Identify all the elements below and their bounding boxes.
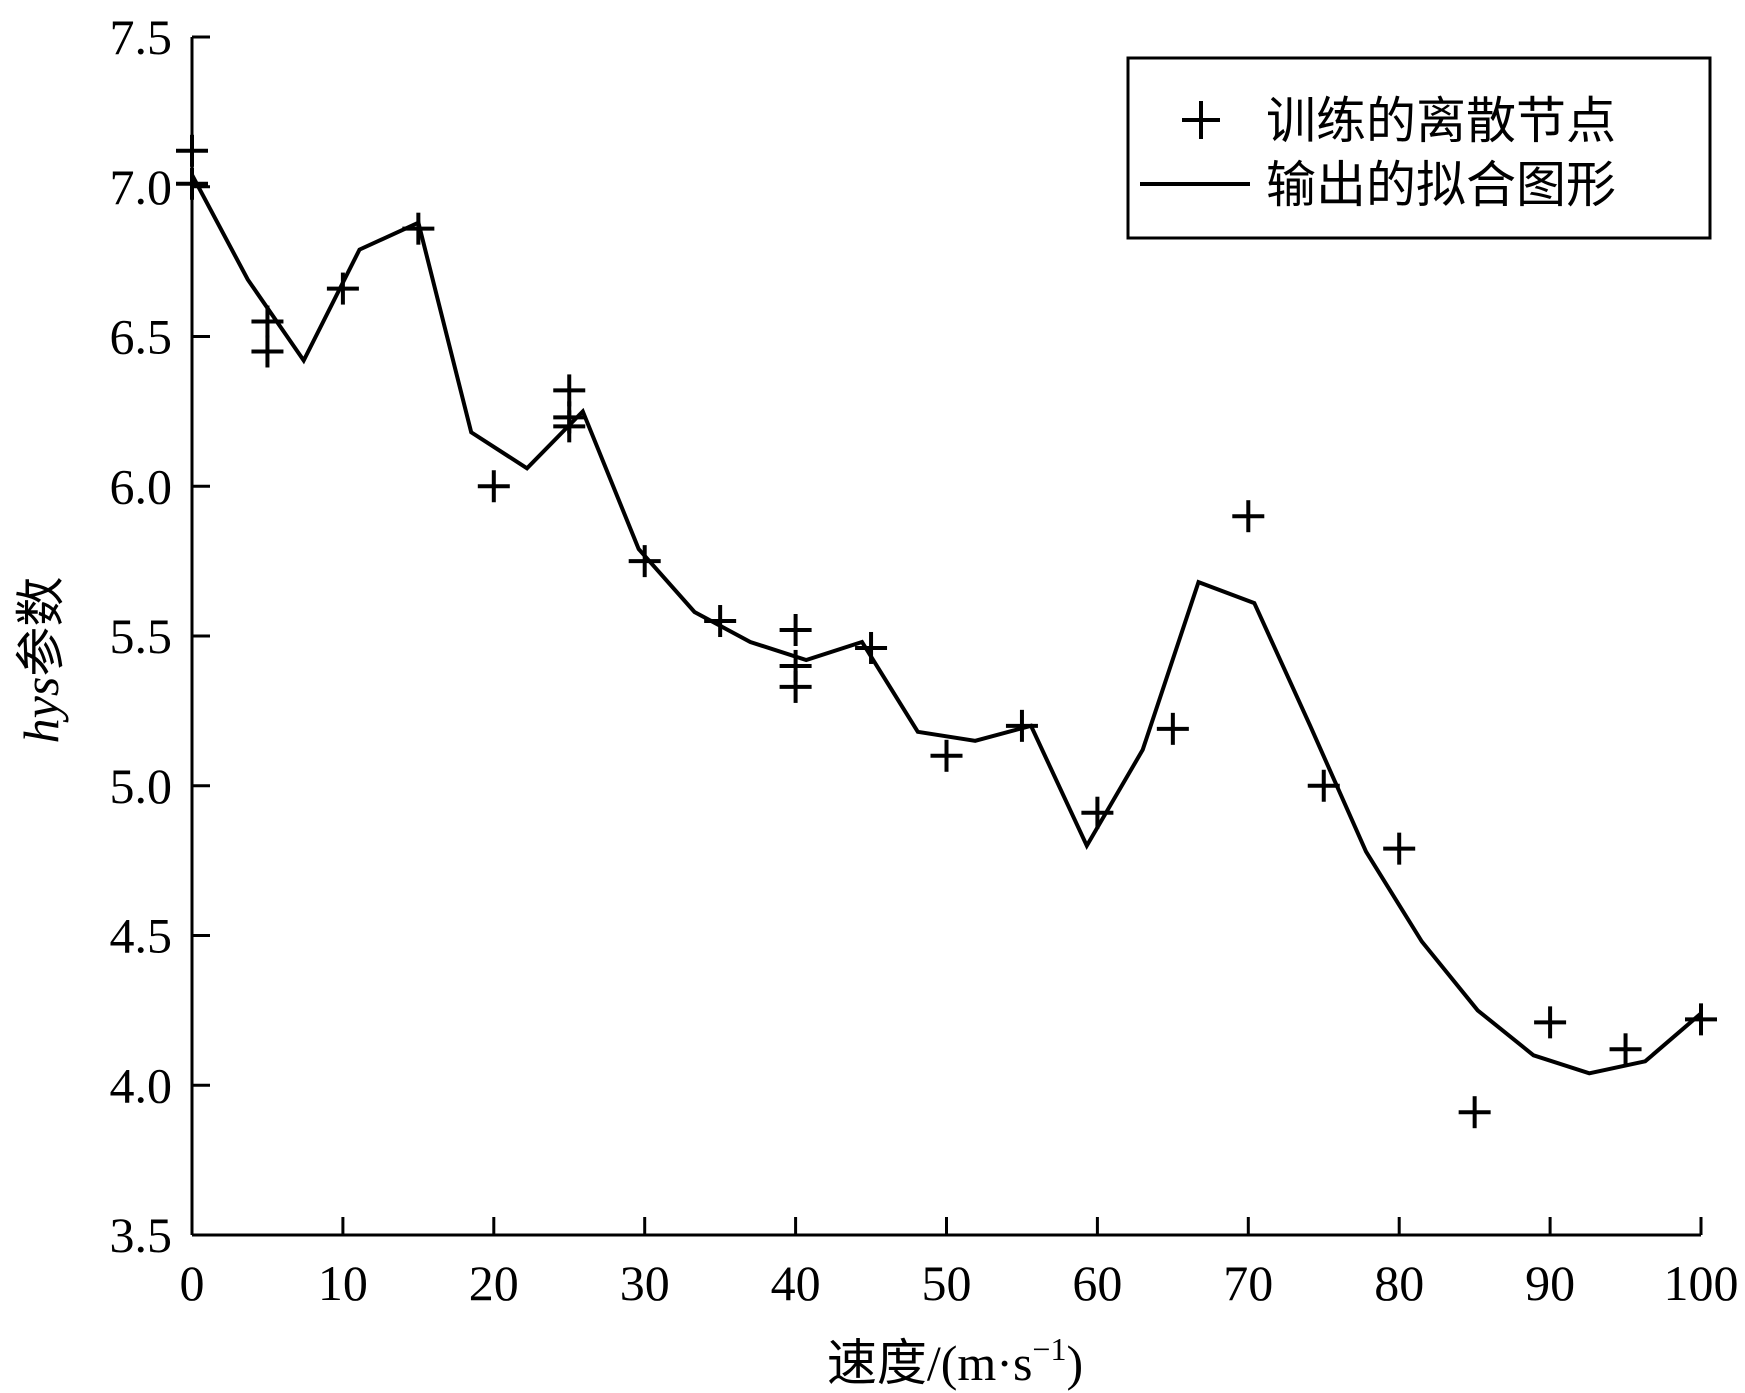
- x-tick-label: 50: [922, 1255, 972, 1311]
- x-axis-title-close: ): [1066, 1335, 1083, 1391]
- y-axis-title-main: 参数: [13, 577, 69, 677]
- x-tick-label: 100: [1664, 1255, 1739, 1311]
- data-point-plus: [176, 167, 208, 200]
- y-tick-label: 5.0: [110, 758, 173, 814]
- x-tick-label: 80: [1374, 1255, 1424, 1311]
- x-tick-label: 40: [771, 1255, 821, 1311]
- x-axis-title: 速度/(m·s−1): [827, 1331, 1083, 1391]
- data-point-plus: [553, 374, 586, 407]
- x-tick-label: 90: [1525, 1255, 1575, 1311]
- data-point-plus: [1232, 500, 1265, 533]
- legend-label-points: 训练的离散节点: [1266, 92, 1616, 150]
- data-point-plus: [1609, 1033, 1642, 1066]
- data-point-plus: [326, 272, 359, 305]
- fit-line-series: [190, 173, 1703, 1076]
- data-point-plus: [1685, 1003, 1717, 1036]
- legend: 训练的离散节点 输出的拟合图形: [1126, 56, 1712, 240]
- training-points-series: [176, 134, 1717, 1129]
- x-tick-label: 20: [469, 1255, 519, 1311]
- data-point-plus: [1383, 832, 1416, 865]
- data-point-plus: [553, 410, 586, 443]
- y-tick-label: 6.5: [110, 309, 173, 365]
- legend-label-line: 输出的拟合图形: [1266, 156, 1616, 214]
- data-point-plus: [704, 605, 737, 638]
- y-tick-label: 3.5: [110, 1207, 173, 1263]
- y-tick-label: 7.5: [110, 9, 173, 65]
- data-point-plus: [1081, 796, 1114, 829]
- data-point-plus: [855, 631, 888, 664]
- data-point-plus: [1307, 769, 1340, 802]
- y-tick-label: 6.0: [110, 458, 173, 514]
- x-axis-ticks: 0 10 20 30 40 50 60 70 80 90 100: [180, 1217, 1739, 1311]
- legend-marker-plus: [1182, 101, 1220, 139]
- data-point-plus: [628, 545, 661, 578]
- data-point-plus: [1156, 712, 1189, 745]
- data-point-plus: [1005, 709, 1038, 742]
- data-point-plus: [402, 212, 435, 245]
- x-tick-label: 70: [1223, 1255, 1273, 1311]
- data-point-plus: [176, 134, 208, 167]
- data-point-plus: [930, 739, 963, 772]
- data-point-plus: [779, 614, 812, 647]
- x-tick-label: 0: [180, 1255, 205, 1311]
- data-point-plus: [477, 470, 510, 503]
- data-point-plus: [251, 335, 284, 368]
- fit-line: [190, 173, 1703, 1076]
- x-axis-title-main: 速度/(m·s: [827, 1335, 1033, 1391]
- legend-box: [1126, 56, 1712, 240]
- data-point-plus: [1458, 1096, 1491, 1129]
- data-point-plus: [251, 305, 284, 338]
- y-axis-ticks: 3.5 4.0 4.5 5.0 5.5 6.0 6.5 7.0 7.5: [110, 9, 210, 1263]
- data-point-plus: [779, 670, 812, 703]
- y-tick-label: 4.0: [110, 1057, 173, 1113]
- x-tick-label: 60: [1072, 1255, 1122, 1311]
- x-tick-label: 30: [620, 1255, 670, 1311]
- data-point-plus: [1534, 1006, 1567, 1039]
- y-axis-title-italic: hys: [13, 677, 69, 744]
- y-tick-label: 7.0: [110, 159, 173, 215]
- x-tick-label: 10: [318, 1255, 368, 1311]
- y-tick-label: 5.5: [110, 608, 173, 664]
- x-axis-title-sup: −1: [1032, 1331, 1066, 1367]
- y-axis-title: hys参数: [13, 577, 69, 744]
- y-tick-label: 4.5: [110, 908, 173, 964]
